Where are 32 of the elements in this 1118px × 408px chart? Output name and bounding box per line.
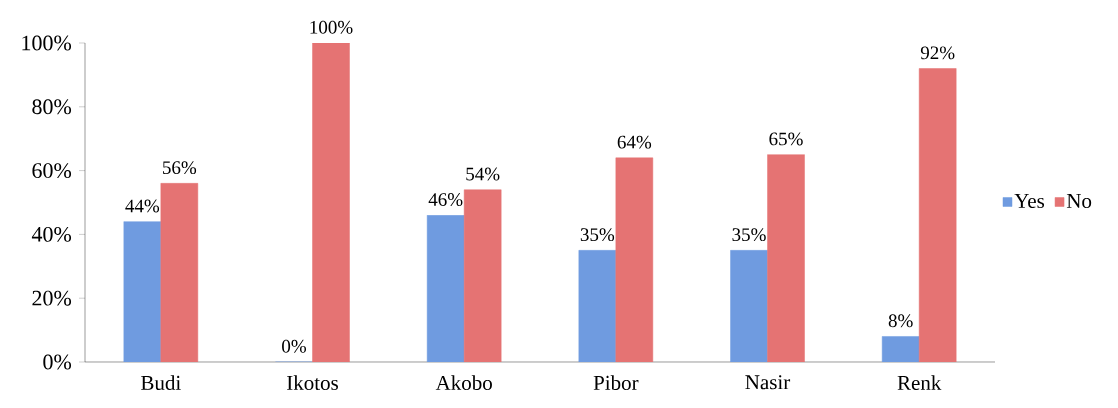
- y-tick-label: 80%: [32, 99, 72, 115]
- data-label: 65%: [769, 132, 803, 146]
- data-label: 8%: [888, 314, 913, 328]
- data-label: 64%: [617, 135, 652, 149]
- bar: [160, 183, 199, 362]
- data-label: 0%: [282, 339, 307, 353]
- data-label: 46%: [428, 193, 463, 207]
- x-tick-label: Pibor: [593, 375, 639, 390]
- data-label: 92%: [920, 46, 955, 60]
- y-tick-label: 0%: [43, 354, 72, 370]
- x-tick-label: Akobo: [435, 375, 492, 390]
- data-label: 100%: [310, 20, 353, 34]
- data-label: 44%: [125, 199, 160, 213]
- bar: [312, 43, 350, 362]
- y-tick-label: 100%: [22, 35, 72, 51]
- bar: [918, 68, 957, 362]
- y-tick-label: 40%: [31, 226, 72, 242]
- x-tick-label: Renk: [897, 375, 942, 390]
- bar: [767, 154, 805, 362]
- y-tick-label: 20%: [32, 290, 72, 306]
- data-label: 56%: [163, 161, 197, 175]
- legend-label: No: [1066, 194, 1092, 208]
- bar: [463, 189, 502, 362]
- x-tick-label: Budi: [141, 375, 181, 390]
- data-label: 54%: [466, 167, 500, 181]
- bar: [615, 157, 654, 362]
- y-tick-label: 60%: [32, 163, 72, 179]
- x-tick-label: Nasir: [745, 375, 791, 390]
- legend-label: Yes: [1014, 194, 1045, 208]
- data-label: 35%: [732, 228, 766, 242]
- data-label: 35%: [580, 228, 615, 242]
- x-tick-label: Ikotos: [287, 375, 338, 390]
